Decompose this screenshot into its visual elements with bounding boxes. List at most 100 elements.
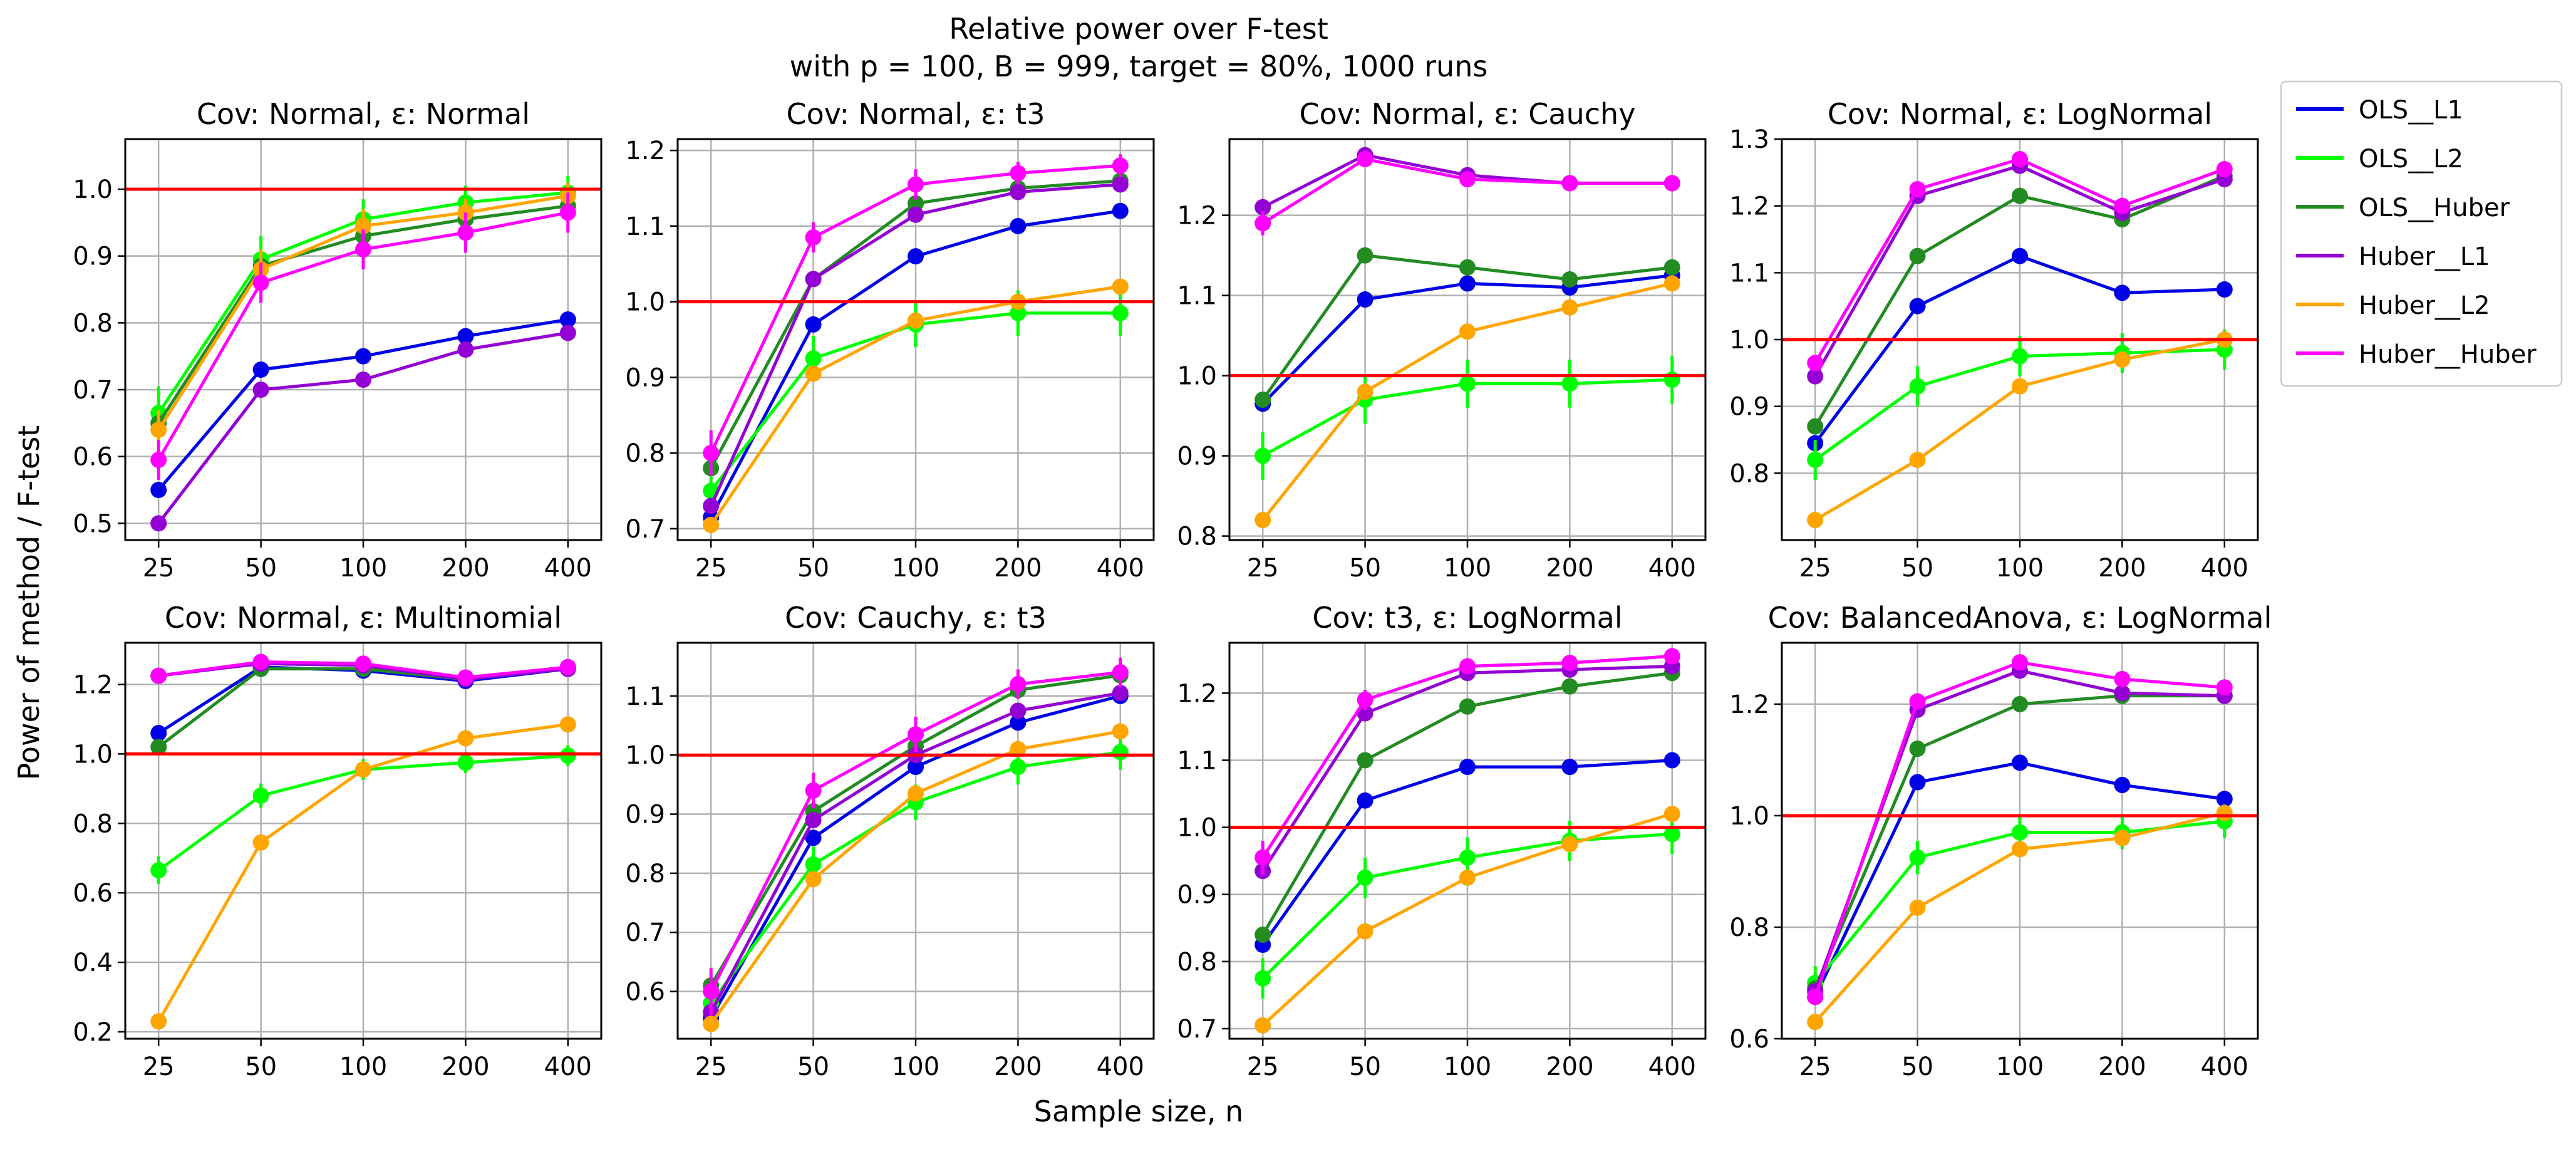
data-point <box>355 372 371 388</box>
data-point <box>1459 323 1476 340</box>
y-tick-label: 0.9 <box>1177 442 1217 471</box>
data-point <box>559 325 576 341</box>
data-point <box>703 516 720 533</box>
data-point <box>1357 247 1373 264</box>
data-point <box>1112 176 1129 193</box>
chart-title: Cov: Normal, ε: Multinomial <box>165 601 562 635</box>
x-tick-label: 25 <box>1247 554 1279 583</box>
x-tick-label: 100 <box>892 554 939 583</box>
data-point <box>2012 151 2028 167</box>
data-point <box>1010 714 1027 731</box>
legend-label: OLS__L2 <box>2359 145 2463 174</box>
data-point <box>1909 849 1926 866</box>
data-point <box>1254 512 1271 528</box>
data-point <box>1254 970 1271 987</box>
chart-panel-7: 25 50 100 200 400 0.7 0.8 0.9 1.0 1.1 1.2 Cov: t3, … <box>1177 601 1707 1081</box>
legend-label: Huber__L2 <box>2359 291 2490 320</box>
legend-label: OLS__Huber <box>2359 194 2510 222</box>
data-point <box>1357 383 1373 400</box>
data-point <box>2216 161 2233 177</box>
data-point <box>457 730 474 747</box>
data-point <box>252 361 269 378</box>
data-point <box>805 811 822 828</box>
data-point <box>150 725 167 742</box>
data-point <box>1112 664 1129 681</box>
data-point <box>2012 654 2028 671</box>
y-tick-label: 1.0 <box>1729 326 1769 355</box>
data-point <box>908 312 924 329</box>
data-point <box>1561 375 1578 392</box>
y-tick-label: 0.9 <box>625 801 665 829</box>
data-point <box>1807 452 1824 468</box>
legend-label: Huber__L1 <box>2359 242 2490 271</box>
chart-title: Cov: Normal, ε: t3 <box>786 97 1045 131</box>
data-point <box>1807 989 1824 1006</box>
data-point <box>355 241 371 257</box>
data-point <box>1561 299 1578 316</box>
data-point <box>1459 869 1476 886</box>
y-tick-label: 0.2 <box>73 1018 113 1047</box>
data-point <box>1561 175 1578 192</box>
data-point <box>1357 752 1373 769</box>
data-point <box>805 271 822 288</box>
y-tick-label: 0.9 <box>1177 881 1217 910</box>
data-point <box>1459 759 1476 776</box>
y-tick-label: 0.5 <box>73 509 113 538</box>
chart-title: Cov: Cauchy, ε: t3 <box>785 601 1047 635</box>
y-tick-label: 1.2 <box>1729 690 1769 719</box>
y-tick-label: 1.0 <box>1729 802 1769 831</box>
data-point <box>1561 836 1578 853</box>
x-tick-label: 200 <box>1546 1053 1593 1081</box>
data-point <box>1909 452 1926 468</box>
data-point <box>1010 702 1027 719</box>
data-point <box>1663 752 1680 769</box>
data-point <box>908 248 924 265</box>
y-tick-label: 0.9 <box>1729 393 1769 422</box>
data-point <box>150 862 167 879</box>
y-tick-label: 1.1 <box>1177 746 1217 775</box>
x-tick-label: 200 <box>994 1053 1042 1081</box>
y-tick-label: 1.1 <box>1177 282 1217 311</box>
data-point <box>1459 849 1476 866</box>
y-tick-label: 0.6 <box>73 443 113 472</box>
data-point <box>2012 824 2028 841</box>
data-point <box>2012 695 2028 712</box>
x-tick-label: 50 <box>797 1053 829 1081</box>
data-point <box>1254 926 1271 943</box>
data-point <box>355 348 371 365</box>
data-point <box>1807 418 1824 435</box>
y-tick-label: 0.4 <box>73 949 113 977</box>
x-tick-label: 50 <box>245 554 277 583</box>
chart-panel-4: 25 50 100 200 400 0.8 0.9 1.0 1.1 1.2 1.3 Cov: Norm… <box>1729 97 2259 583</box>
data-point <box>1561 655 1578 672</box>
data-point <box>805 829 822 846</box>
data-point <box>457 328 474 345</box>
x-axis-label: Sample size, n <box>1034 1094 1244 1128</box>
y-tick-label: 0.7 <box>1177 1015 1217 1044</box>
data-point <box>805 229 822 246</box>
y-tick-label: 1.3 <box>1729 125 1769 154</box>
data-point <box>1807 512 1824 528</box>
data-point <box>150 452 167 468</box>
y-tick-label: 0.8 <box>1729 459 1769 488</box>
data-point <box>1357 705 1373 722</box>
chart-panel-8: 25 50 100 200 400 0.6 0.8 1.0 1.2 Cov: BalancedAn… <box>1729 601 2272 1081</box>
data-point <box>1459 171 1476 187</box>
data-point <box>252 787 269 804</box>
data-point <box>1663 806 1680 823</box>
data-point <box>559 204 576 221</box>
legend-label: Huber__Huber <box>2359 340 2537 369</box>
y-tick-label: 0.9 <box>73 242 113 271</box>
y-tick-label: 0.8 <box>625 439 665 468</box>
x-tick-label: 50 <box>797 554 829 583</box>
data-point <box>2012 754 2028 771</box>
x-tick-label: 200 <box>2098 554 2146 583</box>
chart-title: Cov: Normal, ε: Normal <box>197 97 530 131</box>
data-point <box>2114 197 2131 214</box>
x-tick-label: 100 <box>1996 554 2044 583</box>
x-tick-label: 50 <box>1349 1053 1381 1081</box>
y-tick-label: 1.2 <box>625 137 665 165</box>
data-point <box>1909 247 1926 264</box>
y-tick-label: 1.0 <box>1177 362 1217 391</box>
